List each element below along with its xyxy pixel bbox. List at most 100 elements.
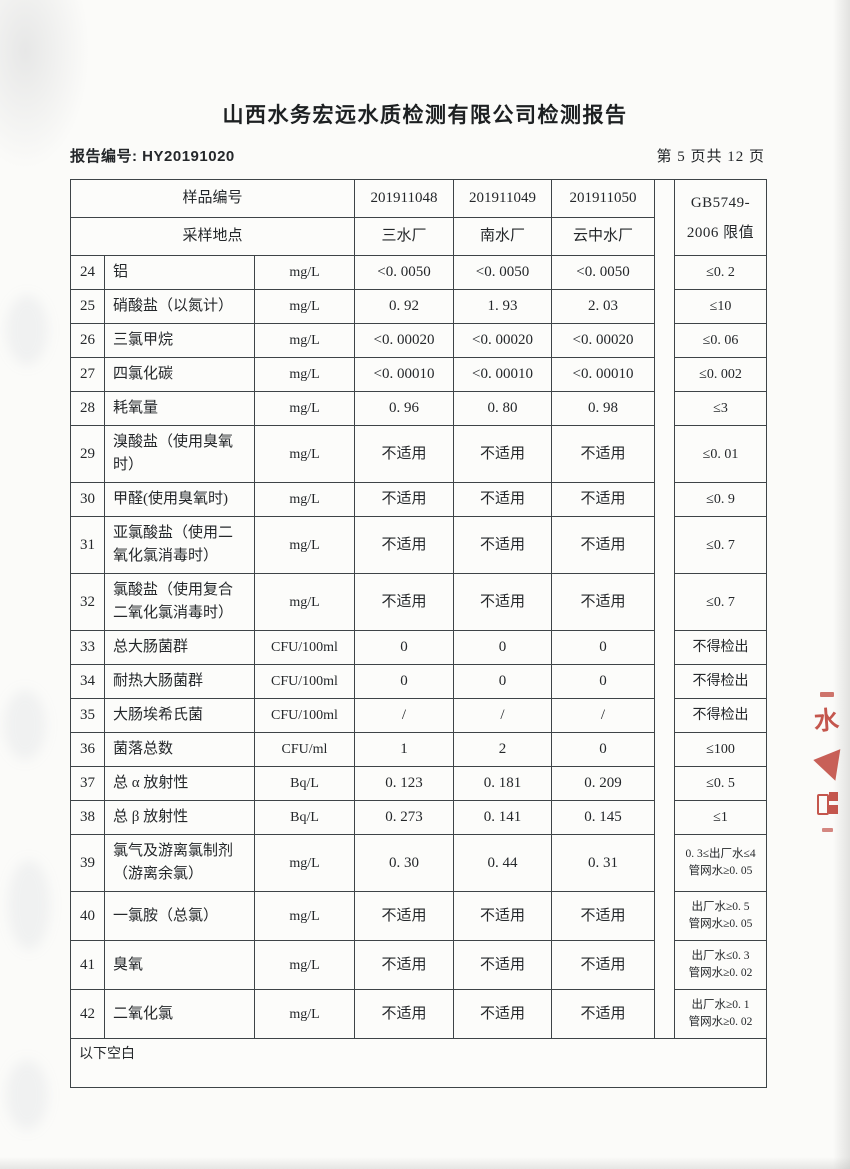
value-cell-plant1: 0. 92 xyxy=(355,290,455,324)
limit-cell: 不得检出 xyxy=(675,665,767,699)
page-title: 山西水务宏远水质检测有限公司检测报告 xyxy=(222,104,628,127)
value-cell-plant3: 0. 145 xyxy=(552,801,656,835)
row-number-cell: 42 xyxy=(71,990,105,1039)
unit-cell: mg/L xyxy=(255,426,356,483)
scan-artifact xyxy=(6,295,48,365)
stamp-illegible-glyph xyxy=(816,791,839,816)
unit-cell: mg/L xyxy=(255,835,356,892)
unit-cell: mg/L xyxy=(255,892,356,941)
parameter-name-cell: 一氯胺（总氯） xyxy=(105,892,255,941)
value-cell-plant3: 不适用 xyxy=(552,990,656,1039)
spacer-cell xyxy=(655,483,676,517)
value-cell-plant1: 不适用 xyxy=(355,990,455,1039)
value-cell-plant1: 不适用 xyxy=(355,574,455,631)
table-row: 41 臭氧 mg/L 不适用 不适用 不适用 出厂水≤0. 3 管网水≥0. 0… xyxy=(71,941,767,990)
spacer-cell xyxy=(655,941,676,990)
row-number-cell: 24 xyxy=(71,256,105,290)
row-number-cell: 39 xyxy=(71,835,105,892)
value-cell-plant2: 2 xyxy=(454,733,553,767)
value-cell-plant2: 0. 44 xyxy=(454,835,553,892)
value-cell-plant3: 0. 98 xyxy=(552,392,656,426)
parameter-name-cell: 菌落总数 xyxy=(105,733,255,767)
value-cell-plant2: 0. 141 xyxy=(454,801,553,835)
parameter-name-cell: 三氯甲烷 xyxy=(105,324,255,358)
value-cell-plant2: 不适用 xyxy=(454,426,553,483)
value-cell-plant2: 不适用 xyxy=(454,574,553,631)
value-cell-plant2: <0. 00010 xyxy=(454,358,553,392)
value-cell-plant1: <0. 0050 xyxy=(355,256,455,290)
value-cell-plant2: 不适用 xyxy=(454,483,553,517)
value-cell-plant2: 0 xyxy=(454,631,553,665)
parameter-name-cell: 耗氧量 xyxy=(105,392,255,426)
limit-cell: 不得检出 xyxy=(675,699,767,733)
limit-cell: 不得检出 xyxy=(675,631,767,665)
parameter-name-cell: 总 β 放射性 xyxy=(105,801,255,835)
parameter-name-cell: 氯气及游离氯制剂（游离余氯） xyxy=(105,835,255,892)
report-number-value: HY20191020 xyxy=(142,148,235,165)
unit-cell: mg/L xyxy=(255,256,356,290)
value-cell-plant2: 不适用 xyxy=(454,892,553,941)
table-row: 37 总 α 放射性 Bq/L 0. 123 0. 181 0. 209 ≤0.… xyxy=(71,767,767,801)
location-3: 云中水厂 xyxy=(552,218,656,256)
value-cell-plant3: <0. 00020 xyxy=(552,324,656,358)
limit-cell: ≤0. 002 xyxy=(675,358,767,392)
unit-cell: mg/L xyxy=(255,941,356,990)
parameter-name-cell: 四氯化碳 xyxy=(105,358,255,392)
limit-cell: 出厂水≥0. 5 管网水≥0. 05 xyxy=(675,892,767,941)
parameter-name-cell: 铝 xyxy=(105,256,255,290)
value-cell-plant3: 0 xyxy=(552,631,656,665)
scan-artifact xyxy=(6,1060,48,1130)
spacer-cell xyxy=(655,733,676,767)
table-row: 32 氯酸盐（使用复合二氧化氯消毒时） mg/L 不适用 不适用 不适用 ≤0.… xyxy=(71,574,767,631)
unit-cell: mg/L xyxy=(255,358,356,392)
table-row: 33 总大肠菌群 CFU/100ml 0 0 0 不得检出 xyxy=(71,631,767,665)
value-cell-plant1: 0 xyxy=(355,631,455,665)
unit-cell: mg/L xyxy=(255,483,356,517)
parameter-name-cell: 总大肠菌群 xyxy=(105,631,255,665)
sample-no-1: 201911048 xyxy=(355,180,455,218)
sample-no-2: 201911049 xyxy=(454,180,553,218)
value-cell-plant1: 0. 273 xyxy=(355,801,455,835)
value-cell-plant3: 0 xyxy=(552,733,656,767)
limit-cell: ≤0. 01 xyxy=(675,426,767,483)
table-row: 42 二氧化氯 mg/L 不适用 不适用 不适用 出厂水≥0. 1 管网水≥0.… xyxy=(71,990,767,1039)
unit-cell: mg/L xyxy=(255,990,356,1039)
table-row: 26 三氯甲烷 mg/L <0. 00020 <0. 00020 <0. 000… xyxy=(71,324,767,358)
parameter-name-cell: 二氧化氯 xyxy=(105,990,255,1039)
location-1: 三水厂 xyxy=(355,218,455,256)
parameter-name-cell: 溴酸盐（使用臭氧时） xyxy=(105,426,255,483)
value-cell-plant3: <0. 00010 xyxy=(552,358,656,392)
row-number-cell: 29 xyxy=(71,426,105,483)
scan-artifact xyxy=(833,0,850,1169)
row-number-cell: 31 xyxy=(71,517,105,574)
value-cell-plant1: 0 xyxy=(355,665,455,699)
results-table-body: 24 铝 mg/L <0. 0050 <0. 0050 <0. 0050 ≤0.… xyxy=(71,256,767,1039)
value-cell-plant1: / xyxy=(355,699,455,733)
limit-cell: ≤0. 7 xyxy=(675,574,767,631)
table-row: 24 铝 mg/L <0. 0050 <0. 0050 <0. 0050 ≤0.… xyxy=(71,256,767,290)
location-header-label: 采样地点 xyxy=(71,218,356,256)
parameter-name-cell: 氯酸盐（使用复合二氧化氯消毒时） xyxy=(105,574,255,631)
unit-cell: mg/L xyxy=(255,324,356,358)
value-cell-plant2: 不适用 xyxy=(454,941,553,990)
spacer-cell xyxy=(655,392,676,426)
table-row: 29 溴酸盐（使用臭氧时） mg/L 不适用 不适用 不适用 ≤0. 01 xyxy=(71,426,767,483)
stamp-stroke-fragment xyxy=(820,692,834,697)
limit-cell: ≤10 xyxy=(675,290,767,324)
sample-no-header-label: 样品编号 xyxy=(71,180,356,218)
stamp-stroke-fragment xyxy=(821,828,833,832)
spacer-cell xyxy=(655,358,676,392)
row-number-cell: 36 xyxy=(71,733,105,767)
spacer-cell xyxy=(655,324,676,358)
unit-cell: mg/L xyxy=(255,290,356,324)
header-row-sample-no: 样品编号 201911048 201911049 201911050 GB574… xyxy=(71,180,767,256)
spacer-column xyxy=(655,180,676,256)
value-cell-plant2: 0. 181 xyxy=(454,767,553,801)
parameter-name-cell: 甲醛(使用臭氧时) xyxy=(105,483,255,517)
spacer-cell xyxy=(655,426,676,483)
scan-artifact xyxy=(0,1157,850,1169)
row-number-cell: 38 xyxy=(71,801,105,835)
value-cell-plant2: 0 xyxy=(454,665,553,699)
parameter-name-cell: 亚氯酸盐（使用二氧化氯消毒时） xyxy=(105,517,255,574)
